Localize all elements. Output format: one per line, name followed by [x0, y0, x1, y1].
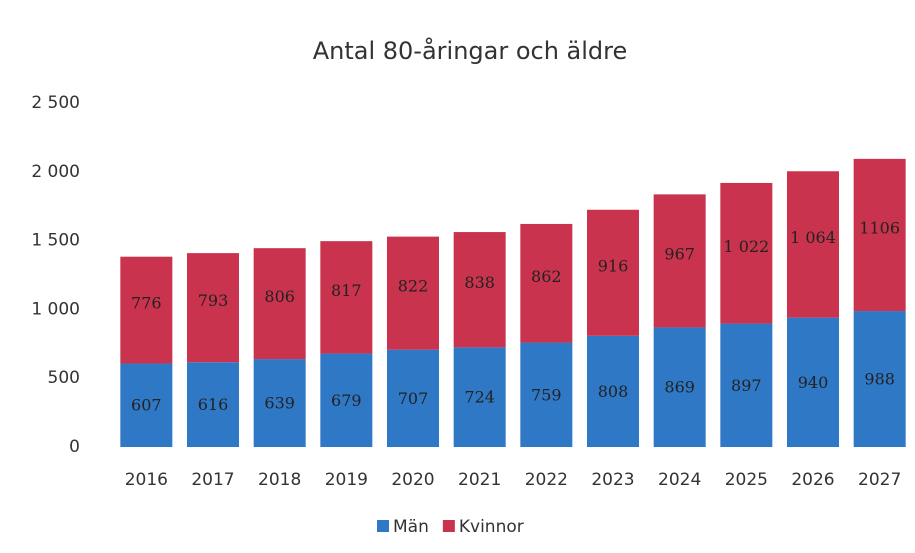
bar-segment — [787, 171, 839, 318]
x-tick-label: 2024 — [658, 470, 701, 490]
value-label: 679 — [331, 391, 362, 410]
x-tick-label: 2020 — [391, 470, 434, 490]
x-tick-label: 2022 — [525, 470, 568, 490]
value-label: 776 — [131, 294, 162, 313]
value-label: 869 — [664, 378, 695, 397]
value-label: 808 — [598, 382, 629, 401]
x-tick-label: 2021 — [458, 470, 501, 490]
bar-segment — [720, 323, 773, 447]
value-label: 940 — [798, 373, 829, 392]
value-label: 1106 — [859, 218, 900, 237]
y-tick-label: 2 500 — [31, 93, 80, 113]
value-label: 616 — [198, 395, 229, 414]
bar-segment — [387, 349, 439, 447]
bar-segment — [587, 209, 639, 336]
legend-label: Kvinnor — [459, 517, 524, 537]
value-label: 988 — [864, 370, 895, 389]
bar-segment — [320, 241, 373, 354]
x-tick-label: 2025 — [725, 470, 768, 490]
x-tick-label: 2026 — [791, 470, 834, 490]
bar-segment — [120, 256, 173, 364]
y-tick-label: 1 000 — [31, 299, 80, 319]
x-tick-label: 2018 — [258, 470, 301, 490]
value-label: 707 — [398, 389, 429, 408]
x-tick-label: 2017 — [191, 470, 234, 490]
legend-swatch — [377, 520, 389, 532]
legend-label: Män — [393, 517, 429, 537]
bar-segment — [187, 253, 239, 363]
bar-segment — [653, 194, 706, 328]
value-label: 806 — [264, 287, 295, 306]
value-label: 822 — [398, 277, 429, 296]
x-tick-label: 2016 — [125, 470, 168, 490]
value-label: 817 — [331, 281, 362, 300]
bar-segment — [253, 359, 306, 447]
bar-segment — [453, 232, 506, 348]
bar-segment — [853, 158, 906, 312]
bar-segment — [587, 335, 639, 447]
bar-segment — [253, 248, 306, 360]
y-tick-label: 2 000 — [31, 162, 80, 182]
value-label: 639 — [264, 394, 295, 413]
x-tick-label: 2027 — [858, 470, 901, 490]
chart-title: Antal 80-åringar och äldre — [313, 36, 628, 65]
legend-swatch — [442, 520, 455, 532]
bar-segment — [187, 362, 239, 447]
value-label: 759 — [531, 385, 562, 404]
y-tick-label: 0 — [69, 437, 80, 457]
value-label: 862 — [531, 267, 562, 286]
value-label: 1 022 — [723, 237, 769, 256]
bar-segment — [853, 311, 906, 447]
value-label: 967 — [664, 244, 695, 263]
value-label: 793 — [198, 291, 229, 310]
value-label: 897 — [731, 376, 762, 395]
value-label: 916 — [598, 256, 629, 275]
value-label: 607 — [131, 396, 162, 415]
bar-segment — [653, 327, 706, 447]
bar-segment — [320, 353, 373, 447]
bar-segment — [120, 363, 173, 447]
x-tick-label: 2023 — [591, 470, 634, 490]
value-label: 724 — [464, 388, 495, 407]
x-tick-label: 2019 — [325, 470, 368, 490]
y-tick-label: 1 500 — [31, 231, 80, 251]
bar-segment — [453, 347, 506, 447]
bar-segment — [520, 223, 573, 343]
value-label: 1 064 — [790, 228, 836, 247]
bar-segment — [520, 342, 573, 447]
bar-segment — [720, 182, 773, 324]
bar-segment — [787, 317, 839, 447]
value-label: 838 — [464, 273, 495, 292]
y-tick-label: 500 — [48, 368, 80, 388]
bar-segment — [387, 236, 439, 350]
